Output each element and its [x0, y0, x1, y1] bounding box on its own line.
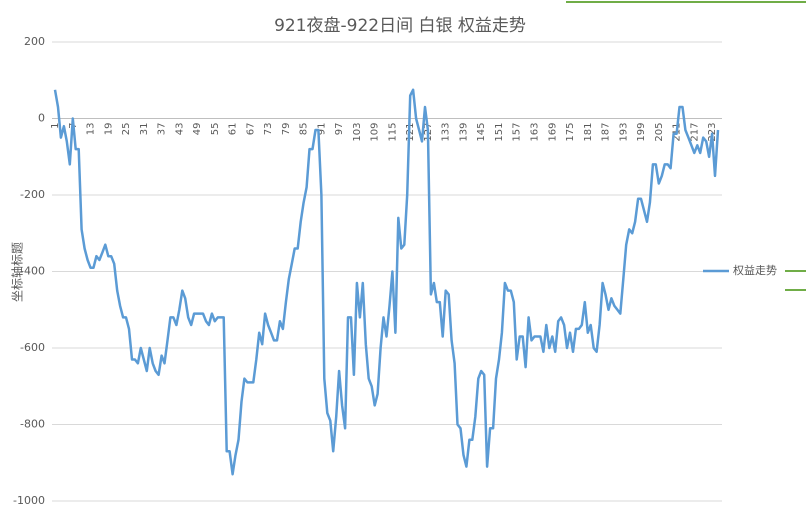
x-tick-label: 25 [121, 123, 132, 136]
x-tick-label: 49 [192, 123, 203, 136]
legend-label: 权益走势 [733, 263, 777, 277]
x-tick-label: 139 [458, 123, 469, 142]
x-tick-label: 121 [405, 123, 416, 142]
x-tick-label: 133 [441, 123, 452, 142]
x-tick-label: 199 [636, 123, 647, 142]
x-tick-label: 109 [370, 123, 381, 142]
x-tick-label: 181 [583, 123, 594, 142]
x-tick-label: 19 [103, 123, 114, 136]
x-tick-label: 187 [601, 123, 612, 142]
x-tick-label: 169 [547, 123, 558, 142]
x-tick-label: 13 [86, 123, 97, 136]
x-tick-label: 73 [263, 123, 274, 136]
x-tick-label: 145 [476, 123, 487, 142]
x-tick-label: 115 [387, 123, 398, 142]
x-tick-label: 223 [707, 123, 718, 142]
y-tick-label: -1000 [13, 494, 45, 507]
chart-title: 921夜盘-922日间 白银 权益走势 [274, 16, 526, 36]
x-tick-label: 1 [50, 123, 61, 129]
y-tick-label: -200 [20, 188, 45, 201]
x-tick-label: 193 [618, 123, 629, 142]
x-tick-label: 85 [299, 123, 310, 136]
x-tick-label: 31 [139, 123, 150, 136]
x-tick-label: 175 [565, 123, 576, 142]
y-tick-label: -600 [20, 341, 45, 354]
y-tick-label: -400 [20, 265, 45, 278]
x-tick-label: 151 [494, 123, 505, 142]
y-tick-label: -800 [20, 418, 45, 431]
x-tick-label: 91 [316, 123, 327, 136]
y-tick-label: 200 [24, 35, 45, 48]
line-series [53, 88, 720, 476]
x-tick-label: 97 [334, 123, 345, 136]
x-tick-label: 217 [689, 123, 700, 142]
x-tick-label: 163 [529, 123, 540, 142]
x-tick-label: 157 [512, 123, 523, 142]
x-tick-label: 43 [174, 123, 185, 136]
x-tick-label: 79 [281, 123, 292, 136]
x-tick-label: 55 [210, 123, 221, 136]
x-tick-label: 103 [352, 123, 363, 142]
y-tick-label: 0 [38, 112, 45, 125]
x-tick-label: 205 [654, 123, 665, 142]
x-tick-label: 61 [228, 123, 239, 136]
y-axis-title: 坐标轴标题 [10, 242, 25, 302]
x-tick-label: 37 [157, 123, 168, 136]
x-tick-label: 67 [245, 123, 256, 136]
